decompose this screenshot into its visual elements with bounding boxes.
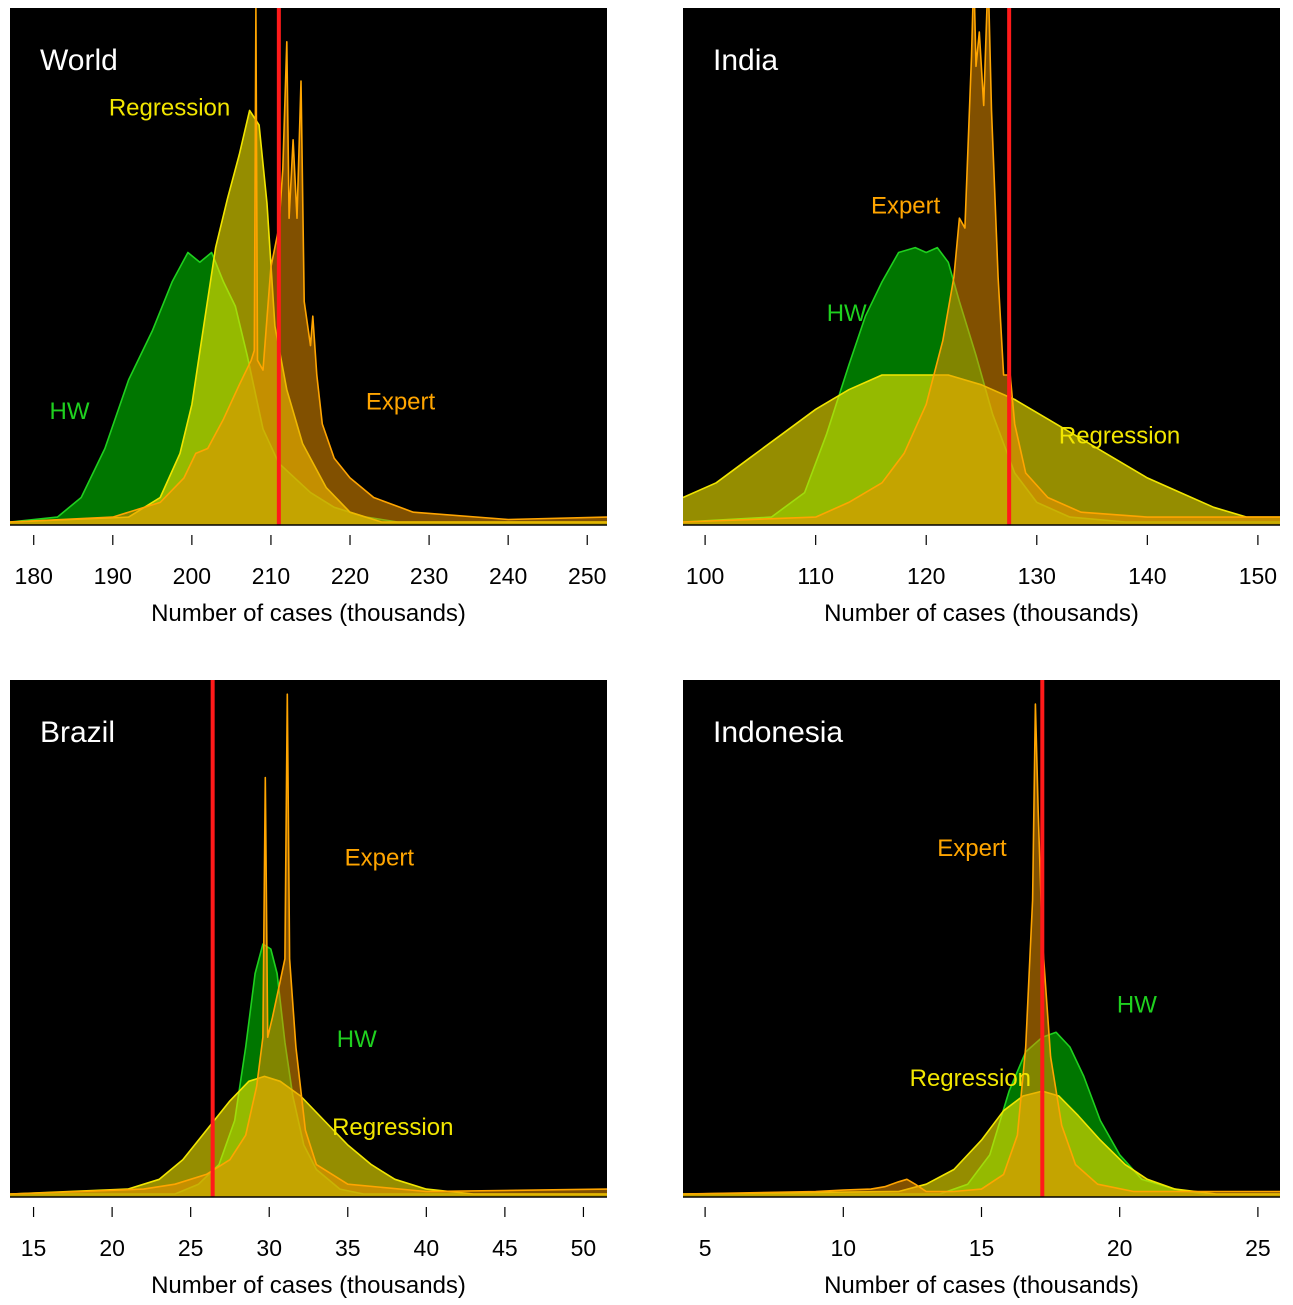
x-tick-label: 25 — [1245, 1235, 1271, 1261]
density-area-hw — [10, 252, 607, 525]
plot-layer — [683, 8, 1280, 525]
density-area-regression — [10, 1076, 607, 1197]
x-tick-label: 40 — [414, 1235, 440, 1261]
panel-world: World Regression HW Expert 180 190 200 210 220 23… — [10, 8, 607, 627]
series-label-hw: HW — [337, 1026, 377, 1053]
x-tick-label: 130 — [1018, 563, 1056, 589]
x-tick-label: 35 — [335, 1235, 361, 1261]
series-label-regression: Regression — [1059, 423, 1180, 450]
x-tick-label: 250 — [568, 563, 606, 589]
x-tick-label: 140 — [1128, 563, 1166, 589]
plot-area — [683, 680, 1280, 1197]
series-label-hw: HW — [1117, 992, 1157, 1019]
x-tick-label: 10 — [831, 1235, 857, 1261]
x-tick-label: 150 — [1239, 563, 1277, 589]
panel-title: World — [40, 44, 118, 77]
density-line-expert — [10, 693, 607, 1195]
x-tick-label: 20 — [99, 1235, 125, 1261]
x-tick-label: 240 — [489, 563, 527, 589]
x-axis-label: Number of cases (thousands) — [151, 600, 466, 627]
panel-title: India — [713, 44, 778, 77]
series-label-regression: Regression — [332, 1114, 453, 1141]
panel-indonesia: Indonesia Expert HW Regression 5 10 15 20 25 Numb… — [683, 680, 1280, 1299]
x-tick-label: 25 — [178, 1235, 204, 1261]
density-area-expert — [10, 8, 607, 525]
x-axis-label: Number of cases (thousands) — [824, 600, 1139, 627]
x-axis-label: Number of cases (thousands) — [824, 1272, 1139, 1299]
panel-title: Indonesia — [713, 716, 843, 749]
x-tick-label: 50 — [571, 1235, 597, 1261]
x-tick-label: 100 — [686, 563, 724, 589]
series-label-expert: Expert — [871, 192, 941, 219]
x-tick-label: 190 — [94, 563, 132, 589]
panel-title: Brazil — [40, 716, 115, 749]
x-axis-label: Number of cases (thousands) — [151, 1272, 466, 1299]
density-line-expert — [683, 703, 1280, 1195]
x-tick-label: 230 — [410, 563, 448, 589]
density-line-expert — [683, 8, 1280, 523]
panel-india: India Expert HW Regression 100 110 120 130 140 15… — [683, 8, 1280, 627]
x-tick-label: 110 — [797, 563, 834, 589]
x-tick-label: 15 — [969, 1235, 995, 1261]
x-tick-label: 200 — [173, 563, 211, 589]
series-label-regression: Regression — [910, 1065, 1031, 1092]
series-label-expert: Expert — [937, 835, 1007, 862]
density-area-regression — [683, 1091, 1280, 1197]
x-tick-label: 15 — [21, 1235, 47, 1261]
series-label-expert: Expert — [366, 388, 436, 415]
x-tick-label: 210 — [252, 563, 290, 589]
x-tick-label: 180 — [15, 563, 53, 589]
x-tick-label: 30 — [256, 1235, 282, 1261]
series-label-expert: Expert — [345, 845, 415, 872]
x-tick-label: 20 — [1107, 1235, 1133, 1261]
series-label-hw: HW — [50, 398, 90, 425]
x-tick-label: 45 — [492, 1235, 518, 1261]
panel-brazil: Brazil Expert HW Regression 15 20 25 30 35 40 45 50… — [10, 680, 607, 1299]
series-label-hw: HW — [827, 300, 867, 327]
plot-layer — [10, 8, 607, 525]
plot-layer — [683, 680, 1280, 1197]
series-label-regression: Regression — [109, 94, 230, 121]
x-tick-label: 120 — [907, 563, 945, 589]
x-tick-label: 220 — [331, 563, 369, 589]
density-line-expert — [10, 8, 607, 523]
density-area-expert — [683, 8, 1280, 525]
x-tick-label: 5 — [699, 1235, 712, 1261]
plot-layer — [10, 680, 607, 1197]
